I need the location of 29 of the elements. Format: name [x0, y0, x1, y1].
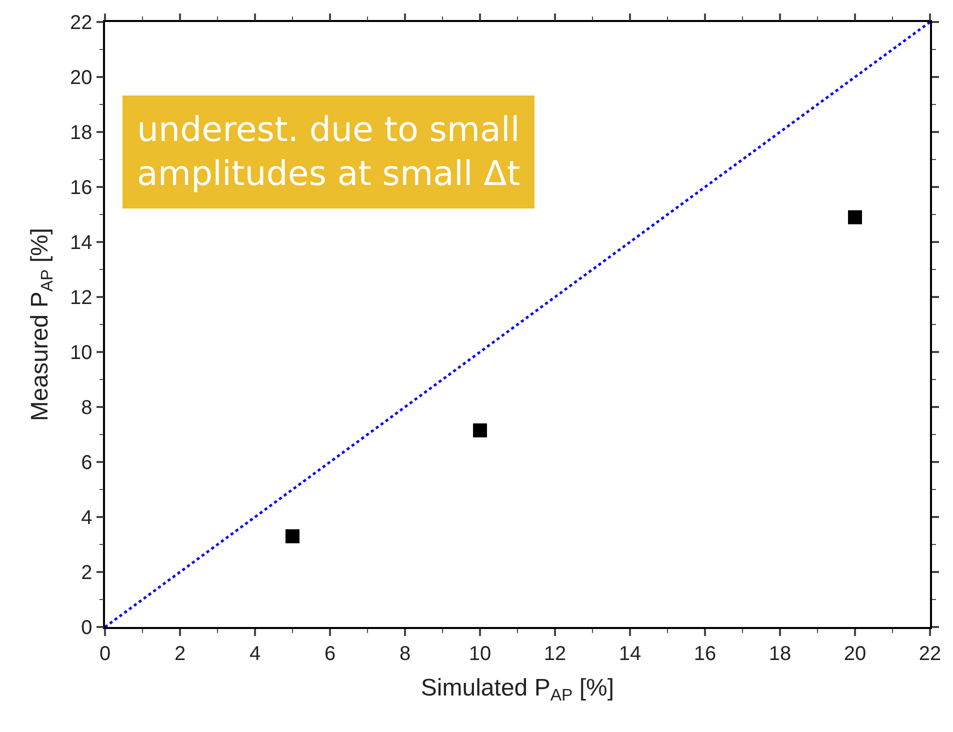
x-tick-label: 12 [544, 642, 566, 665]
y-tick-label: 10 [70, 342, 92, 364]
point [286, 529, 300, 544]
x-tick-label: 10 [468, 642, 492, 665]
x-tick-label: 18 [768, 642, 792, 665]
x-tick-label: 20 [844, 642, 866, 665]
y-tick-label: 12 [70, 287, 92, 309]
point [848, 210, 862, 224]
annotation: underest. due to small amplitudes at small Δt [137, 110, 520, 194]
x-tick-label: 4 [249, 642, 261, 665]
y-tick-label: 20 [70, 67, 92, 89]
y-tick-label: 6 [81, 452, 92, 474]
x-tick-label: 2 [174, 642, 186, 665]
y-tick-label: 4 [81, 507, 92, 529]
y-tick-label: 2 [81, 562, 92, 584]
x-tick-label: 22 [918, 642, 942, 665]
x-tick-label: 6 [324, 642, 336, 665]
y-tick-label: 14 [70, 232, 92, 254]
x-tick-label: 14 [618, 642, 642, 665]
y-tick-label: 18 [70, 122, 92, 144]
y-tick-label: 22 [70, 12, 92, 34]
x-tick-label: 8 [399, 642, 411, 665]
y-tick-label: 8 [81, 397, 92, 419]
y-tick-label: 0 [81, 617, 92, 639]
point [473, 423, 487, 438]
y-tick-label: 16 [70, 177, 92, 199]
x-axis-title: Simulated P$_{AP}$ [%] [420, 674, 614, 705]
x-tick-label: 0 [99, 642, 111, 665]
x-tick-label: 16 [694, 642, 716, 665]
